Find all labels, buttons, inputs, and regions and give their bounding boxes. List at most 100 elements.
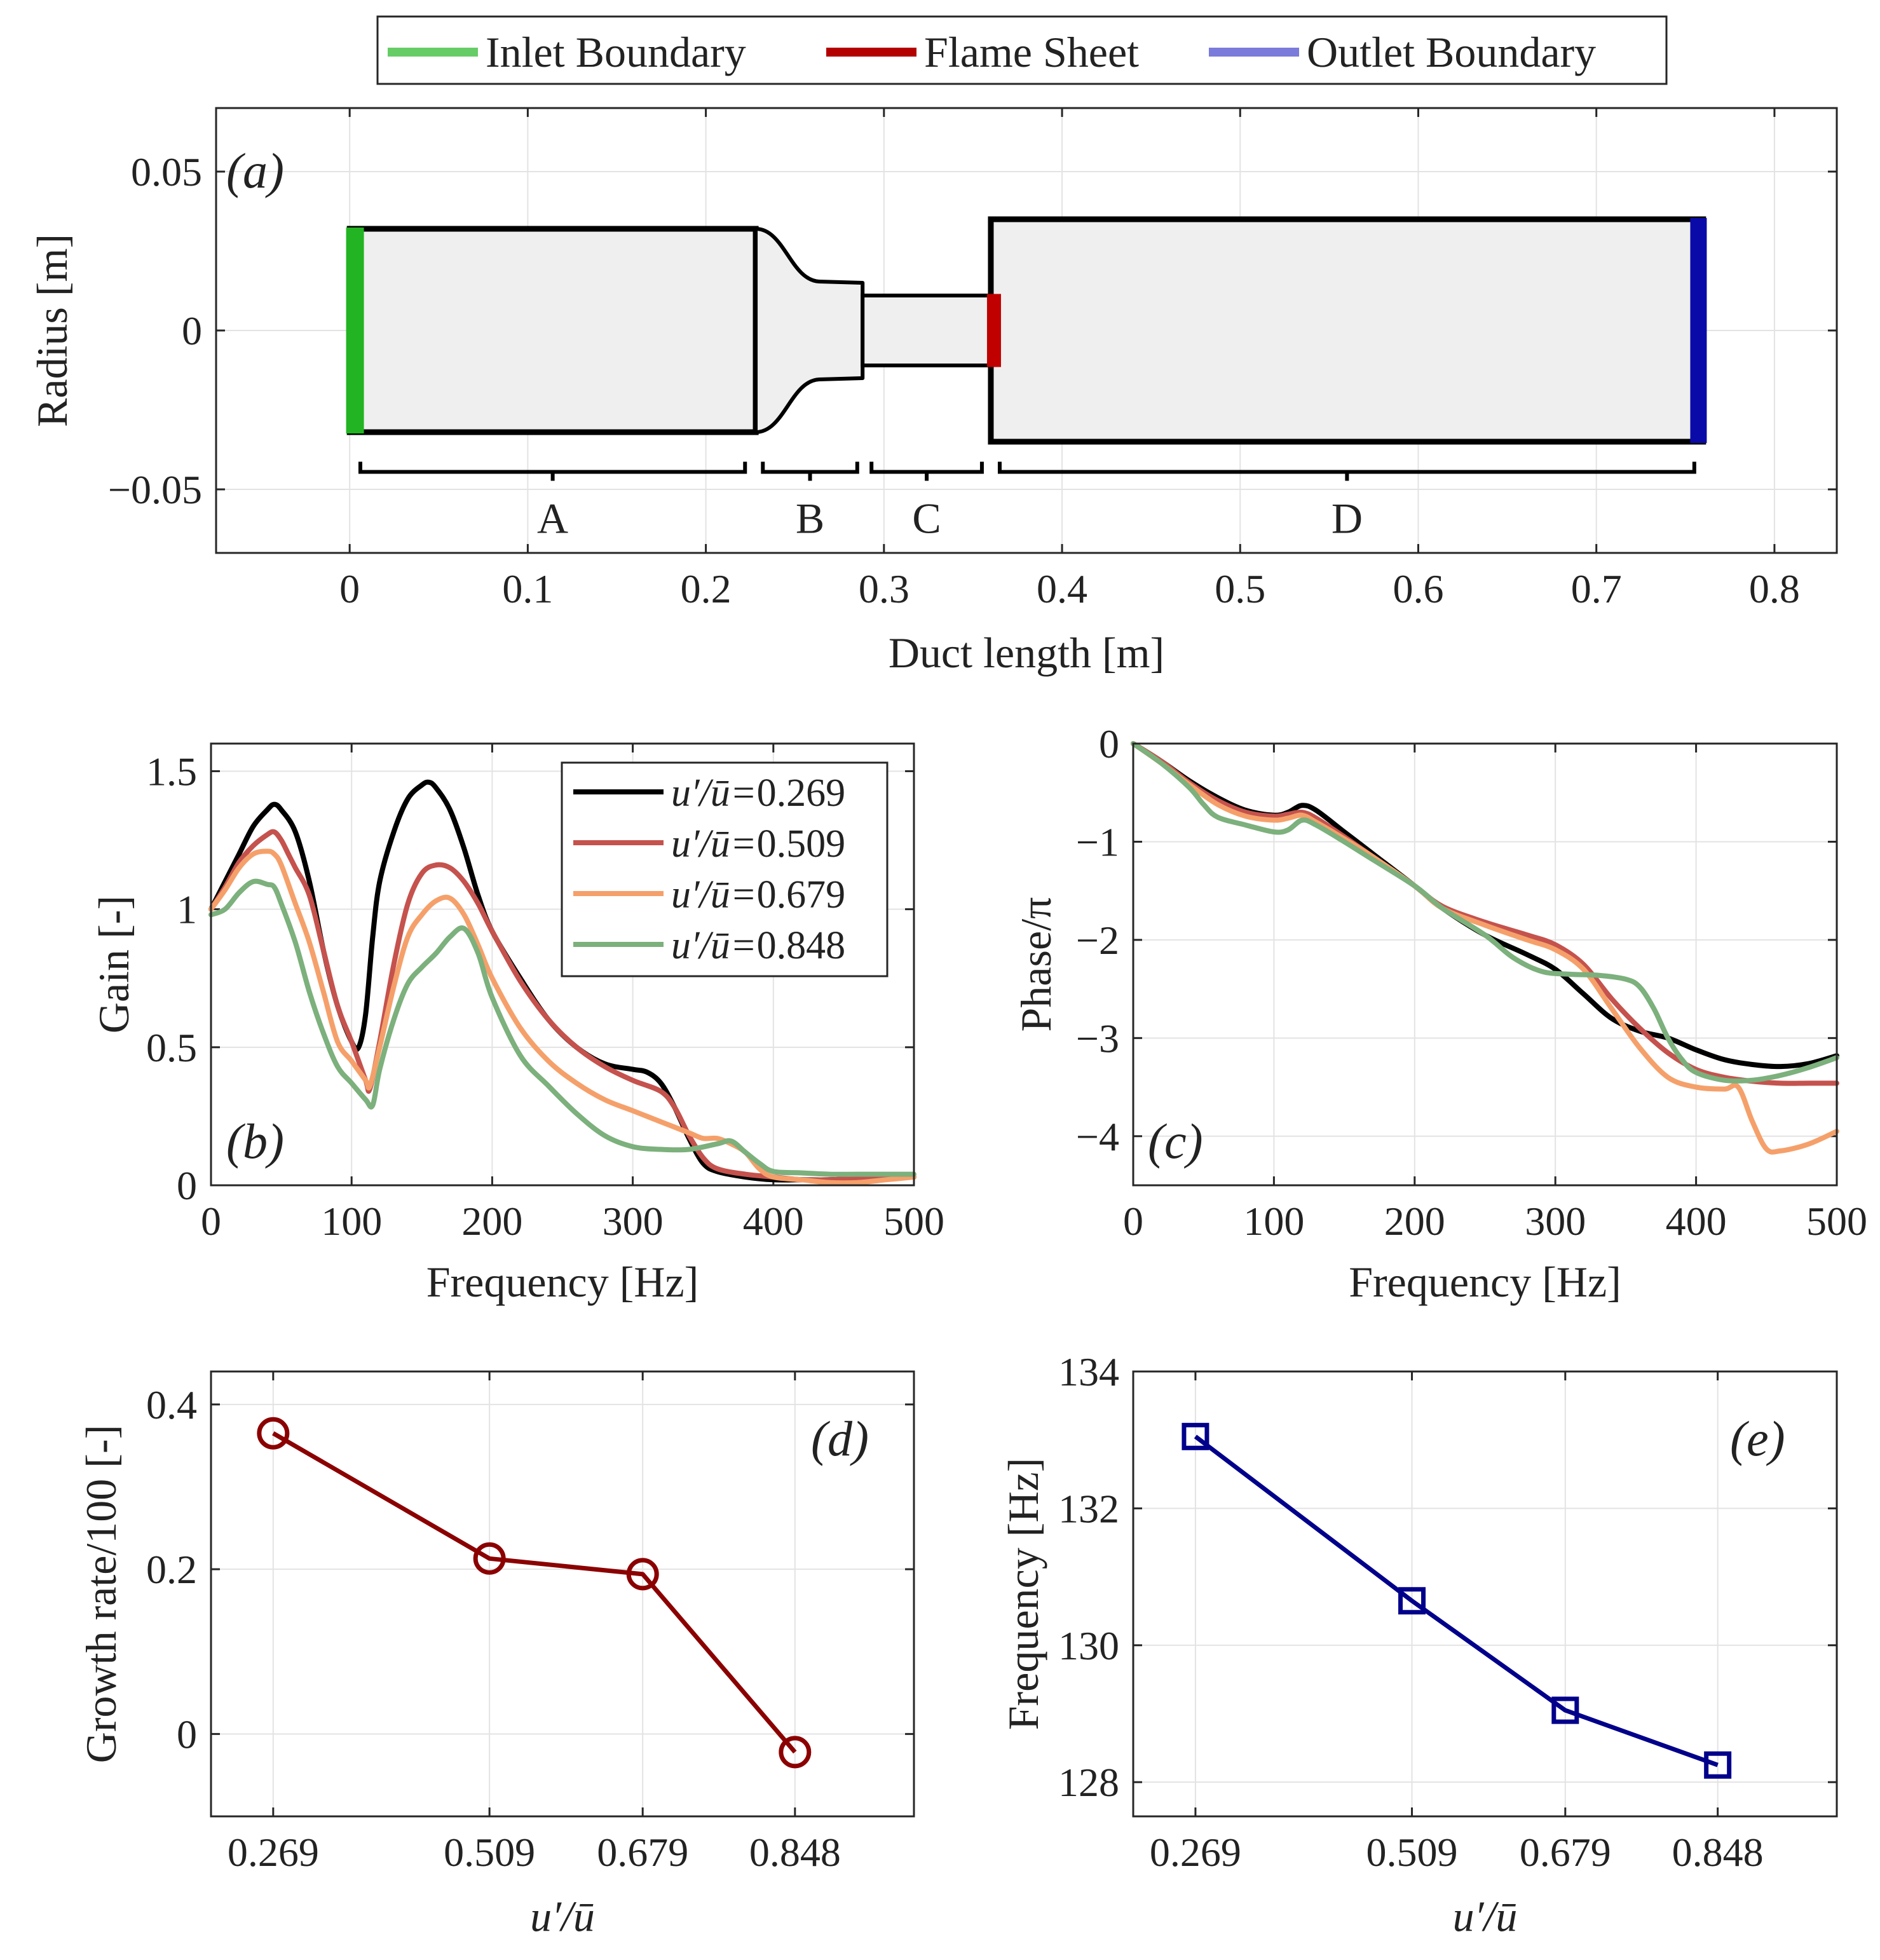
panel-c: 0 100 200 300 400 500 0 −1 −2 −3 −4 Frequency [Hz] P… — [1012, 721, 1867, 1306]
y-tick-label: −1 — [1076, 819, 1119, 864]
legend-prefix: u′/ū= — [671, 873, 757, 916]
y-tick-label: 0 — [177, 1712, 197, 1757]
y-tick-label: −0.05 — [108, 467, 202, 512]
panel-label: (a) — [226, 143, 284, 198]
x-tick-label: 0.848 — [1672, 1830, 1764, 1875]
series-line-0.269 — [1131, 741, 1839, 1070]
y-tick-label: 0 — [177, 1163, 197, 1208]
y-tick-label: 130 — [1058, 1623, 1119, 1668]
x-tick-label: 100 — [321, 1199, 382, 1244]
x-tick-label: 0.1 — [502, 566, 553, 611]
legend-label-inlet: Inlet Boundary — [486, 28, 746, 76]
data-point-2 — [626, 1558, 659, 1591]
x-tick-label: 0.509 — [444, 1830, 535, 1875]
legend-value: 0.269 — [757, 772, 846, 815]
x-tick-label: 0.6 — [1393, 566, 1443, 611]
series-line-0.848 — [208, 878, 916, 1177]
y-tick-label: −3 — [1076, 1016, 1119, 1061]
y-axis-label: Radius [m] — [28, 234, 76, 427]
plot-frame — [215, 107, 1838, 554]
x-axis-label: Frequency [Hz] — [1349, 1258, 1621, 1306]
top-legend: Inlet Boundary Flame Sheet Outlet Boundary — [376, 15, 1668, 85]
legend-prefix: u′/ū= — [671, 924, 757, 967]
panel-label: (d) — [811, 1411, 869, 1466]
legend-prefix: u′/ū= — [671, 822, 757, 866]
segment-brace-B — [761, 461, 859, 481]
legend-prefix: u′/ū= — [671, 772, 757, 815]
panel-label: (e) — [1730, 1411, 1785, 1466]
panel-b: 0 100 200 300 400 500 0 0.5 1 1.5 Frequency [Hz] Ga… — [90, 742, 944, 1306]
x-tick-label: 200 — [461, 1199, 522, 1244]
legend-box — [561, 761, 889, 977]
outlet-boundary-marker — [1690, 218, 1707, 443]
segment-label-A: A — [537, 494, 568, 543]
x-axis-label: Frequency [Hz] — [426, 1258, 699, 1306]
x-tick-label: 0.4 — [1037, 566, 1087, 611]
x-tick-label: 0.8 — [1749, 566, 1800, 611]
duct-section-c — [861, 294, 993, 367]
x-tick-label: 0.269 — [228, 1830, 319, 1875]
legend-value: 0.509 — [757, 822, 846, 866]
x-tick-label: 0.2 — [681, 566, 732, 611]
y-tick-label: 0.2 — [146, 1547, 197, 1592]
y-axis-label: Gain [-] — [90, 895, 138, 1033]
x-axis-label: Duct length [m] — [889, 629, 1164, 677]
x-tick-label: 300 — [1525, 1199, 1586, 1244]
x-tick-label: 0 — [1123, 1199, 1143, 1244]
series-line-frequency — [1194, 1434, 1719, 1767]
legend-value: 0.679 — [757, 873, 846, 916]
series-line-0.848 — [1131, 741, 1839, 1084]
y-tick-label: 132 — [1058, 1486, 1119, 1531]
x-tick-label: 100 — [1243, 1199, 1304, 1244]
y-axis-label: Frequency [Hz] — [999, 1458, 1047, 1731]
flame-sheet-marker — [986, 294, 1001, 367]
data-point-3 — [779, 1736, 812, 1769]
y-tick-label: 0.05 — [131, 149, 202, 194]
data-point-1 — [1398, 1587, 1426, 1615]
series-line-0.679 — [1131, 741, 1839, 1155]
y-axis-label: Phase/π — [1012, 897, 1060, 1032]
x-tick-label: 0.269 — [1150, 1830, 1241, 1875]
x-tick-label: 300 — [603, 1199, 664, 1244]
legend-entry-0.848: u′/ū=0.848 — [671, 924, 845, 967]
legend-box — [376, 15, 1668, 85]
x-tick-label: 0.7 — [1571, 566, 1622, 611]
series-line-0.509 — [1131, 741, 1839, 1086]
duct-section-d — [988, 216, 1706, 445]
segment-brace-D — [997, 461, 1696, 481]
segment-label-D: D — [1332, 494, 1363, 543]
data-point-2 — [1551, 1696, 1579, 1724]
segment-brace-A — [358, 461, 747, 481]
y-axis-label: Growth rate/100 [-] — [77, 1425, 125, 1763]
x-tick-label: 0.509 — [1366, 1830, 1458, 1875]
x-tick-label: 0.5 — [1215, 566, 1265, 611]
x-tick-label: 400 — [1666, 1199, 1727, 1244]
series-line-growth-rate — [272, 1431, 797, 1754]
plot-frame — [1132, 1370, 1838, 1818]
segment-label-C: C — [912, 494, 941, 543]
data-point-0 — [257, 1417, 290, 1450]
duct-section-b — [754, 227, 865, 434]
legend-label-outlet: Outlet Boundary — [1307, 28, 1596, 76]
plot-frame — [210, 1370, 915, 1818]
y-tick-label: 1 — [177, 887, 197, 932]
panel-label: (b) — [226, 1113, 284, 1169]
y-tick-label: 128 — [1058, 1760, 1119, 1805]
y-tick-label: 0.4 — [146, 1382, 197, 1427]
panel-e: 0.269 0.509 0.679 0.848 128 130 132 134 u′/ū Freq… — [999, 1349, 1838, 1940]
legend-entry-0.269: u′/ū=0.269 — [671, 772, 845, 815]
inlet-boundary-marker — [346, 228, 364, 433]
y-tick-label: 0 — [1099, 721, 1119, 766]
x-tick-label: 500 — [883, 1199, 944, 1244]
legend-value: 0.848 — [757, 924, 846, 967]
series-line-0.269 — [208, 779, 916, 1183]
y-tick-label: −4 — [1076, 1114, 1119, 1159]
duct-section-a — [346, 226, 759, 435]
y-tick-label: 1.5 — [146, 749, 197, 794]
x-tick-label: 0.679 — [1520, 1830, 1611, 1875]
y-tick-label: 0 — [182, 308, 202, 353]
x-tick-label: 0.848 — [749, 1830, 841, 1875]
series-line-0.509 — [208, 829, 916, 1183]
